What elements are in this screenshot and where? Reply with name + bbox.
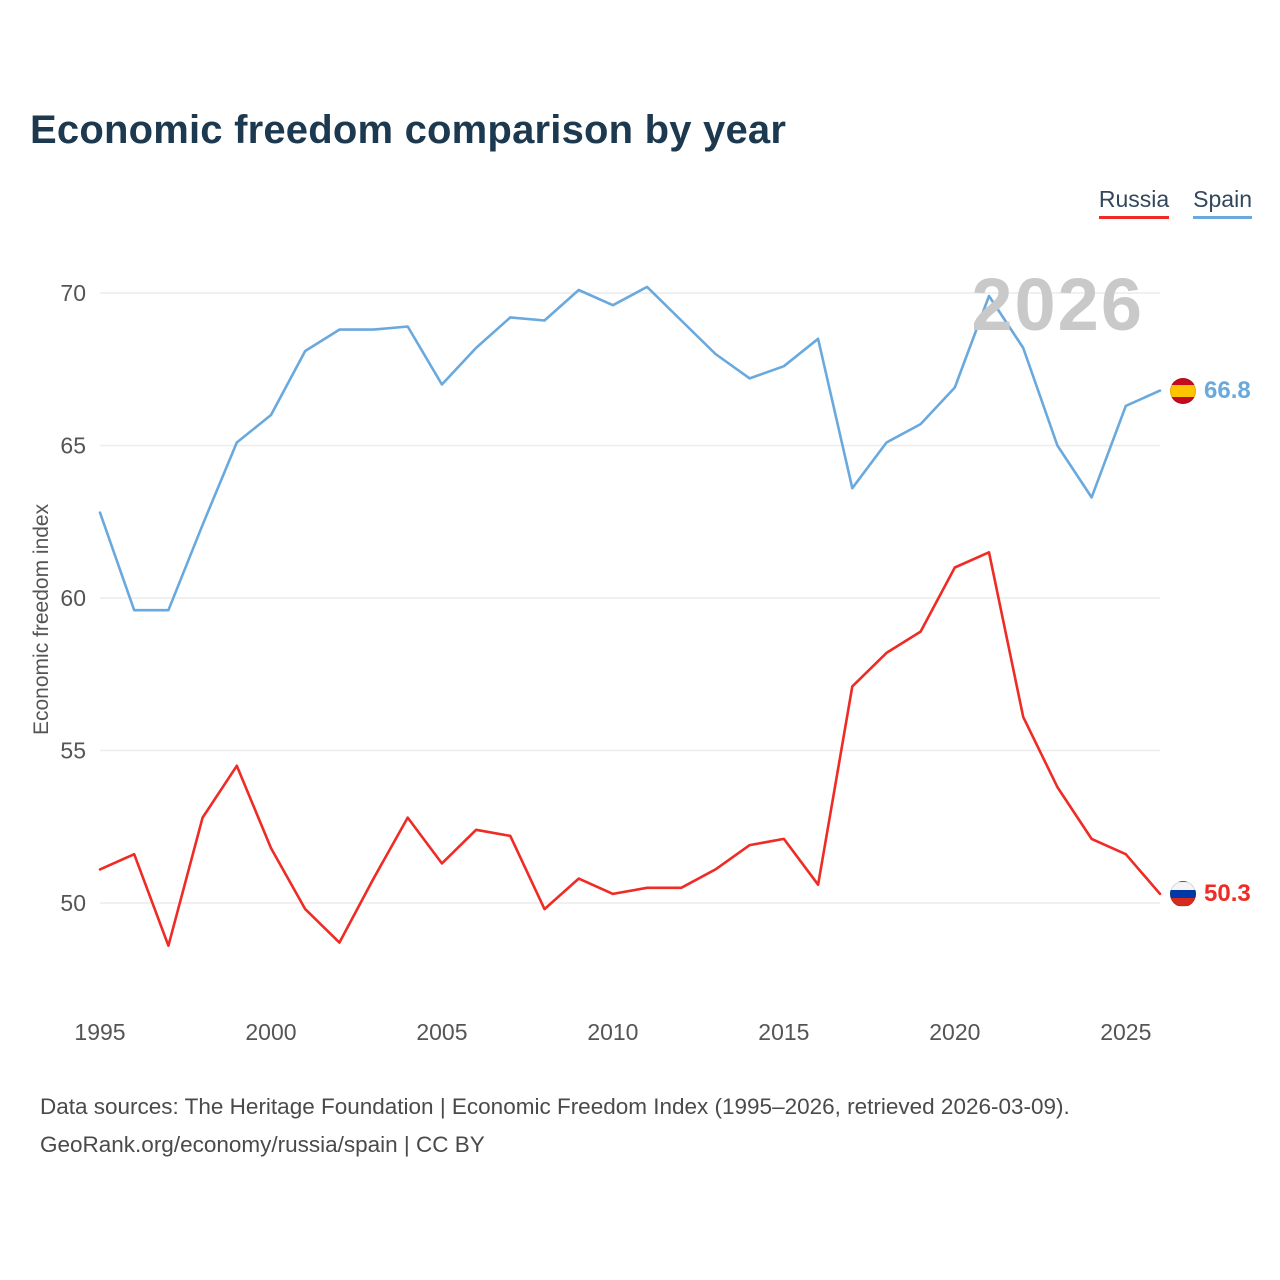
spain-flag-icon xyxy=(1170,377,1196,404)
chart-legend: Russia Spain xyxy=(1098,186,1252,219)
data-source-footer: Data sources: The Heritage Foundation | … xyxy=(40,1088,1070,1164)
x-tick-label: 2010 xyxy=(587,1019,638,1045)
x-tick-label: 1995 xyxy=(74,1019,125,1045)
y-tick-label: 70 xyxy=(60,280,86,306)
watermark-year: 2026 xyxy=(971,263,1144,346)
footer-attribution-line: GeoRank.org/economy/russia/spain | CC BY xyxy=(40,1132,485,1157)
russia-end-value: 50.3 xyxy=(1204,879,1251,907)
x-tick-label: 2015 xyxy=(758,1019,809,1045)
spain-line xyxy=(98,285,1162,612)
footer-sources-line: Data sources: The Heritage Foundation | … xyxy=(40,1094,1070,1119)
x-tick-label: 2000 xyxy=(245,1019,296,1045)
line-chart: 50 55 60 65 70 1995 2000 2005 2010 2015 2020 2025 xyxy=(60,280,1162,1045)
legend-item-spain[interactable]: Spain xyxy=(1193,186,1252,219)
russia-flag-icon xyxy=(1170,880,1196,907)
y-tick-label: 50 xyxy=(60,890,86,916)
y-tick-label: 65 xyxy=(60,433,86,459)
russia-line xyxy=(98,550,1162,948)
russia-end-label: 50.3 xyxy=(1170,880,1251,908)
legend-item-russia[interactable]: Russia xyxy=(1098,186,1170,219)
page-title: Economic freedom comparison by year xyxy=(30,108,787,152)
x-tick-label: 2025 xyxy=(1100,1019,1151,1045)
x-tick-label: 2020 xyxy=(929,1019,980,1045)
y-tick-label: 60 xyxy=(60,585,86,611)
x-tick-label: 2005 xyxy=(416,1019,467,1045)
spain-end-value: 66.8 xyxy=(1204,376,1251,404)
y-tick-label: 55 xyxy=(60,738,86,764)
spain-end-label: 66.8 xyxy=(1170,377,1251,405)
